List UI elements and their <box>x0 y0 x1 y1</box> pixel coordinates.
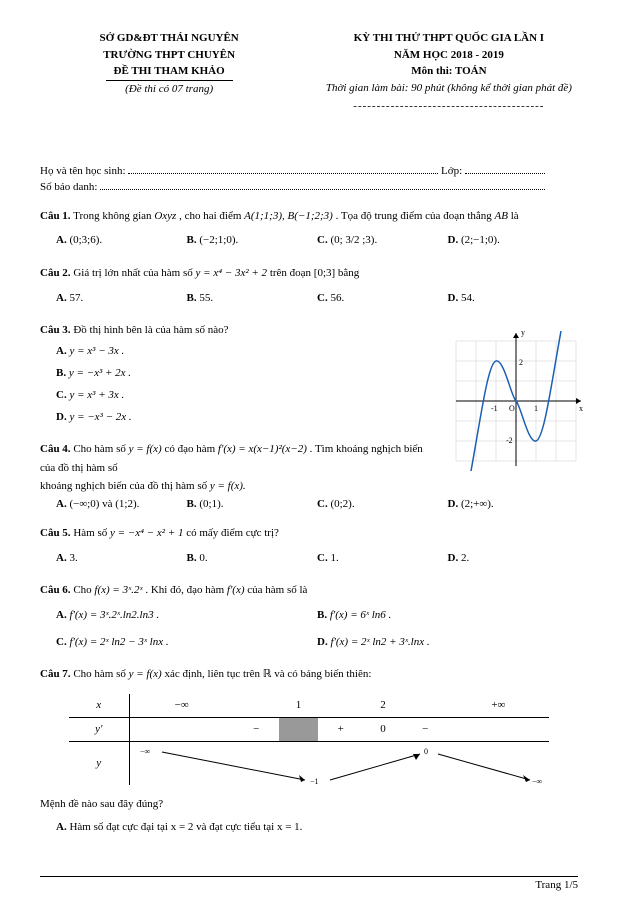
svg-text:1: 1 <box>534 404 538 413</box>
q2-options: A. 57. B. 55. C. 56. D. 54. <box>40 289 578 308</box>
dept-line: SỞ GD&ĐT THÁI NGUYÊN <box>40 30 298 47</box>
header-left: SỞ GD&ĐT THÁI NGUYÊN TRƯỜNG THPT CHUYÊN … <box>40 30 298 115</box>
class-field <box>465 173 545 174</box>
svg-text:−1: −1 <box>310 777 319 786</box>
question-2: Câu 2. Giá trị lớn nhất của hàm số y = x… <box>40 264 578 307</box>
q-label: Câu 2. <box>40 267 71 279</box>
svg-text:O: O <box>509 404 515 413</box>
q-label: Câu 6. <box>40 584 71 596</box>
dash-separator: ----------------------------------------… <box>320 98 578 115</box>
exam-title: KỲ THI THỬ THPT QUỐC GIA LẦN I <box>320 30 578 47</box>
svg-text:0: 0 <box>424 747 428 756</box>
svg-text:-2: -2 <box>506 436 513 445</box>
duration-line: Thời gian làm bài: 90 phút (không kể thờ… <box>320 80 578 97</box>
q-label: Câu 5. <box>40 527 71 539</box>
svg-text:2: 2 <box>519 358 523 367</box>
svg-text:x: x <box>579 404 583 413</box>
svg-text:-1: -1 <box>491 404 498 413</box>
exam-year: NĂM HỌC 2018 - 2019 <box>320 47 578 64</box>
q1-options: A. (0;3;6). B. (−2;1;0). C. (0; 3/2 ;3).… <box>40 231 578 250</box>
name-field <box>128 173 438 174</box>
page-count: (Đề thi có 07 trang) <box>40 81 298 98</box>
q6-options: A. f'(x) = 3ˣ.2ˣ.ln2.ln3 . B. f'(x) = 6ˣ… <box>40 606 578 651</box>
cubic-graph: xy O -11 2-2 <box>438 321 578 496</box>
q4-options: A. (−∞;0) và (1;2). B. (0;1). C. (0;2). … <box>40 498 578 510</box>
q-label: Câu 4. <box>40 443 71 455</box>
svg-text:−∞: −∞ <box>140 747 151 756</box>
id-field <box>100 189 545 190</box>
variation-table: x −∞ 1 2 +∞ y' − + 0 − y <box>69 694 549 785</box>
exam-type: ĐỀ THI THAM KHẢO <box>106 63 233 81</box>
svg-text:−∞: −∞ <box>532 777 543 786</box>
page-footer: Trang 1/5 <box>40 876 578 891</box>
q-label: Câu 3. <box>40 324 71 336</box>
question-3: Câu 3. Đồ thị hình bên là của hàm số nào… <box>40 321 578 496</box>
question-7: Câu 7. Cho hàm số y = f(x) xác định, liê… <box>40 665 578 836</box>
question-1: Câu 1. Trong không gian Oxyz , cho hai đ… <box>40 207 578 250</box>
q7-prompt: Mệnh đề nào sau đây đúng? <box>40 795 578 814</box>
name-label: Họ và tên học sinh: <box>40 165 126 177</box>
svg-text:y: y <box>521 328 525 337</box>
exam-header: SỞ GD&ĐT THÁI NGUYÊN TRƯỜNG THPT CHUYÊN … <box>40 30 578 115</box>
header-right: KỲ THI THỬ THPT QUỐC GIA LẦN I NĂM HỌC 2… <box>320 30 578 115</box>
student-info: Họ và tên học sinh: Lớp: Số báo danh: <box>40 165 578 193</box>
class-label: Lớp: <box>441 165 462 177</box>
q-label: Câu 1. <box>40 210 71 222</box>
question-6: Câu 6. Cho f(x) = 3ˣ.2ˣ . Khi đó, đạo hà… <box>40 581 578 651</box>
q-label: Câu 7. <box>40 668 71 680</box>
subject-line: Môn thi: TOÁN <box>320 63 578 80</box>
q5-options: A. 3. B. 0. C. 1. D. 2. <box>40 549 578 568</box>
id-label: Số báo danh: <box>40 181 97 193</box>
question-5: Câu 5. Hàm số y = −x⁴ − x² + 1 có mấy đi… <box>40 524 578 567</box>
school-line: TRƯỜNG THPT CHUYÊN <box>40 47 298 64</box>
